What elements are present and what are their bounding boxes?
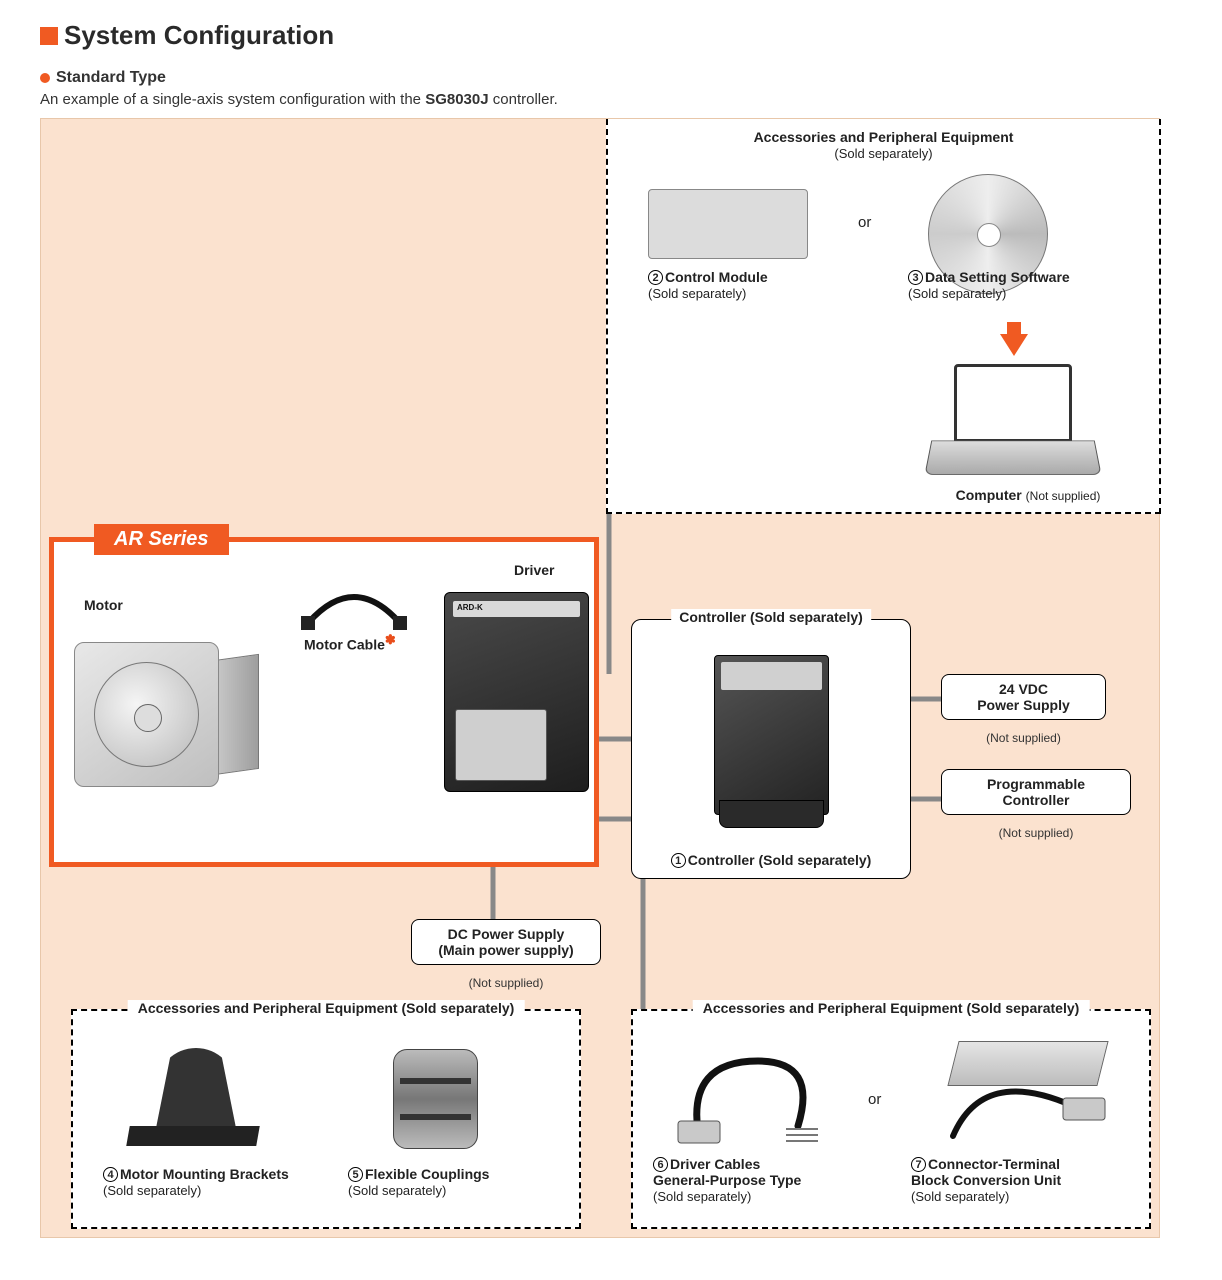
terminal-cable-icon — [923, 1056, 1113, 1156]
or-top: or — [858, 214, 871, 231]
acc-top-title: Accessories and Peripheral Equipment (So… — [608, 129, 1159, 161]
power-24v-box: 24 VDC Power Supply — [941, 674, 1106, 720]
system-diagram: Accessories and Peripheral Equipment (So… — [40, 118, 1160, 1238]
controller-box-title: Controller (Sold separately) — [671, 609, 871, 625]
computer-label: Computer (Not supplied) — [918, 487, 1138, 503]
desc-model: SG8030J — [425, 91, 488, 108]
subtitle: Standard Type — [40, 69, 1182, 87]
download-arrow-icon — [1000, 334, 1028, 356]
ar-series-tag: AR Series — [94, 524, 229, 555]
accessories-top-box: Accessories and Peripheral Equipment (So… — [606, 119, 1161, 514]
title-square-icon — [40, 27, 58, 45]
terminal-block-label: 7Connector-Terminal Block Conversion Uni… — [911, 1156, 1151, 1204]
motor-label: Motor — [84, 597, 123, 613]
bracket-icon — [128, 1046, 258, 1146]
motor-icon — [74, 632, 254, 812]
control-module-label: 2Control Module (Sold separately) — [648, 269, 828, 301]
desc-suffix: controller. — [489, 91, 558, 108]
controller-box: Controller (Sold separately) 1Controller… — [631, 619, 911, 879]
driver-cable-label: 6Driver Cables General-Purpose Type (Sol… — [653, 1156, 873, 1204]
software-label: 3Data Setting Software (Sold separately) — [908, 269, 1138, 301]
subtitle-text: Standard Type — [56, 69, 166, 87]
bracket-label: 4Motor Mounting Brackets (Sold separatel… — [103, 1166, 333, 1198]
driver-label: Driver — [514, 562, 554, 578]
page-title: System Configuration — [40, 20, 1182, 51]
power-24v-note: (Not supplied) — [941, 731, 1106, 745]
ar-series-frame: AR Series Motor Motor Cable✽ — [49, 537, 599, 867]
or-bottom: or — [868, 1091, 881, 1108]
subtitle-dot-icon — [40, 73, 50, 83]
motor-cable-label: Motor Cable✽ — [304, 632, 396, 653]
dc-supply-box: DC Power Supply (Main power supply) — [411, 919, 601, 965]
accessories-left-box: Accessories and Peripheral Equipment (So… — [71, 1009, 581, 1229]
accessories-right-box: Accessories and Peripheral Equipment (So… — [631, 1009, 1151, 1229]
title-text: System Configuration — [64, 20, 334, 51]
dc-supply-note: (Not supplied) — [411, 976, 601, 990]
coupling-icon — [393, 1049, 478, 1149]
desc-prefix: An example of a single-axis system confi… — [40, 91, 425, 108]
acc-right-title: Accessories and Peripheral Equipment (So… — [693, 1000, 1090, 1016]
control-module-icon — [648, 189, 808, 259]
description: An example of a single-axis system confi… — [40, 91, 1182, 108]
plc-note: (Not supplied) — [941, 826, 1131, 840]
controller-label: 1Controller (Sold separately) — [632, 852, 910, 868]
driver-model-label: ARD-K — [457, 603, 483, 612]
driver-icon: ARD-K — [444, 592, 589, 792]
computer-icon — [928, 364, 1098, 484]
coupling-label: 5Flexible Couplings (Sold separately) — [348, 1166, 558, 1198]
controller-icon — [714, 655, 829, 815]
driver-cable-icon — [668, 1041, 828, 1151]
motor-cable-icon — [299, 582, 409, 632]
acc-left-title: Accessories and Peripheral Equipment (So… — [128, 1000, 525, 1016]
plc-box: Programmable Controller — [941, 769, 1131, 815]
